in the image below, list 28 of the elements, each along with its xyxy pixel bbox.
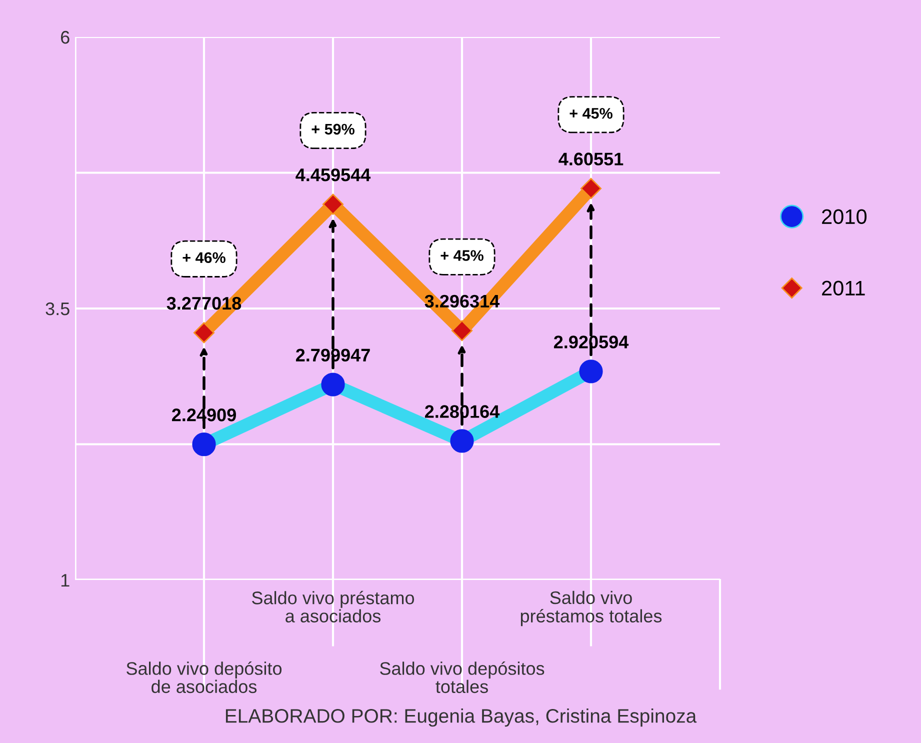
data-label: 4.60551	[558, 152, 624, 166]
y-tick-label: 1	[61, 574, 70, 587]
point	[321, 372, 345, 396]
text: ELABORADO POR: Eugenia Bayas, Cristina Espinoza	[226, 708, 697, 727]
point	[451, 320, 473, 342]
y-tick-label: 3.5	[46, 302, 70, 316]
x-tick-label: Saldo vivo préstamo a asociados	[252, 590, 414, 622]
point	[192, 432, 216, 456]
data-label: 2.920594	[554, 336, 629, 348]
data-label: 2.799947	[296, 348, 370, 362]
legend-label: 2010	[822, 209, 867, 224]
annotation: + 45%	[440, 250, 484, 261]
x-tick-label: Saldo vivo préstamos totales	[520, 590, 662, 626]
point	[193, 322, 215, 344]
data-label: 2.280164	[424, 405, 500, 418]
x-tick-label: Saldo vivo depósitos totales	[380, 661, 544, 694]
data-label: 4.459544	[296, 168, 371, 182]
y-tick-label: 6	[61, 30, 70, 44]
point	[579, 360, 603, 384]
annotation: + 59%	[312, 124, 354, 135]
point	[322, 194, 344, 215]
point	[450, 429, 474, 453]
point	[580, 178, 602, 199]
data-label: 2.24909	[172, 408, 236, 422]
x-tick-label: Saldo vivo depósito de asociados	[126, 661, 282, 694]
annotation: + 45%	[570, 108, 612, 119]
annotation: + 46%	[182, 252, 226, 264]
legend-label: 2011	[822, 280, 865, 296]
